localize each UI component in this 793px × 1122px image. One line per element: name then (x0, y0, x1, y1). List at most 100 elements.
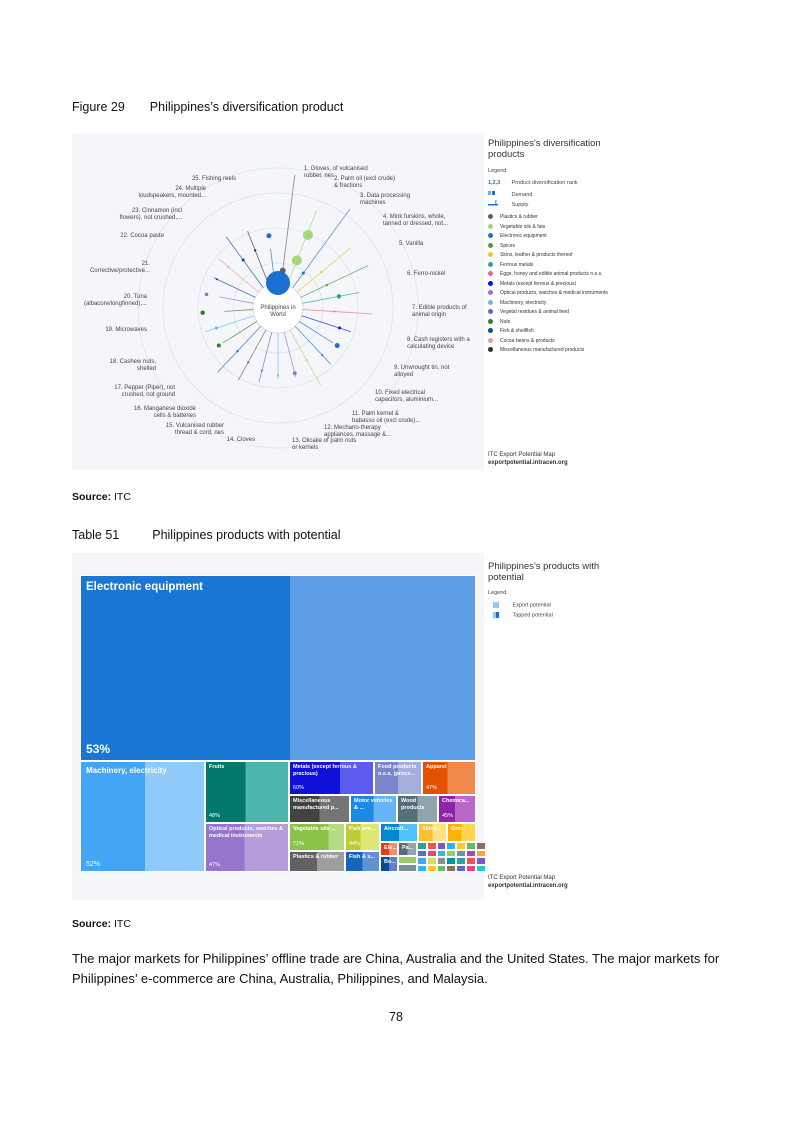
export-potential-swatch (493, 602, 499, 608)
product-label: 15. Vulcanised rubber thread & cord, nes (166, 423, 224, 436)
product-dot (247, 361, 250, 364)
treemap-tile-label: Skins... (422, 826, 442, 832)
product-label-line2: capacitors, aluminium... (375, 397, 438, 403)
product-label: 3. Data processing machines (360, 193, 410, 206)
treemap-tile[interactable]: Ele... (380, 842, 398, 856)
product-label: 25. Fishing reels (192, 176, 236, 182)
rank-label: Product diversification rank (511, 180, 578, 186)
category-dot-icon (488, 242, 493, 248)
product-label-line1: 22. Cocoa paste (120, 233, 164, 239)
treemap-tile[interactable]: Fruits 48% (205, 761, 289, 823)
treemap-tile[interactable]: Miscellaneous manufactured p... (289, 795, 350, 823)
treemap-small-tile[interactable] (426, 849, 437, 857)
treemap-small-tile[interactable] (456, 842, 466, 850)
treemap-small-tile[interactable] (417, 857, 427, 865)
treemap-small-tile[interactable] (466, 864, 476, 872)
treemap-small-tile[interactable] (456, 849, 466, 857)
product-dot (336, 294, 342, 299)
rank-legend-row: 1,2,3 Product diversification rank (488, 180, 578, 186)
treemap-tile[interactable]: Chemica... 45% (438, 795, 476, 823)
figure-credit: ITC Export Potential Map exportpotential… (488, 452, 568, 467)
treemap-small-tile[interactable] (426, 857, 437, 865)
product-label-line2: babassu oil (excl crude)... (352, 418, 421, 424)
category-legend-label: Vegetal residues & animal feed (500, 309, 569, 315)
product-label-line1: 13. Oilcake of palm nuts (292, 438, 356, 444)
product-label-line1: 20. Tuna (124, 294, 148, 300)
treemap-tile[interactable]: Gro... (447, 823, 476, 842)
product-spoke (204, 315, 255, 333)
treemap-tile[interactable]: Fish pro... 44% (345, 823, 380, 851)
product-dot (338, 326, 342, 330)
product-spoke (218, 258, 259, 293)
treemap-tile-percent: 60% (293, 785, 305, 791)
treemap-small-tile[interactable] (436, 842, 447, 850)
treemap-tile-label: Plastics & rubber (293, 854, 339, 860)
treemap-tile[interactable]: Bo... (380, 856, 398, 872)
treemap-small-tile[interactable] (436, 864, 447, 872)
product-spoke (217, 325, 262, 373)
treemap-small-tile[interactable] (475, 849, 486, 857)
treemap-tile-label: Motor vehicles & ... (354, 798, 393, 811)
treemap-tile[interactable]: Food products n.e.s. (proce... (374, 761, 422, 795)
category-dot-icon (488, 214, 493, 220)
treemap-tile[interactable]: Machinery, electricity 52% (80, 761, 205, 872)
treemap-small-tile[interactable] (466, 849, 476, 857)
category-legend-label: Spices (500, 242, 516, 249)
product-label-line1: 15. Vulcanised rubber (166, 423, 224, 429)
category-legend-label: Skins, leather & products thereof (500, 252, 573, 258)
treemap-tile[interactable]: Optical products, watches & medical inst… (205, 823, 289, 872)
treemap-small-tile[interactable] (417, 842, 427, 850)
product-spoke (237, 329, 267, 381)
treemap-small-tile[interactable] (475, 842, 486, 850)
product-label: 2. Palm oil (excl crude) & fractions (334, 176, 395, 189)
treemap-small-tile[interactable] (446, 857, 457, 865)
treemap-tile[interactable]: Aircraft... (380, 823, 418, 842)
treemap-tile-percent: 47% (209, 862, 221, 868)
treemap-small-tile[interactable] (446, 849, 457, 857)
treemap-tile[interactable]: Electronic equipment 53% (80, 575, 476, 761)
product-dot (321, 354, 324, 357)
treemap-small-tile[interactable] (436, 849, 447, 857)
treemap-small-tile[interactable] (426, 864, 437, 872)
treemap-small-tile[interactable] (398, 864, 417, 872)
category-dot-icon (488, 280, 493, 286)
treemap-small-tile[interactable] (466, 842, 476, 850)
product-label-line2: calculating device (407, 344, 455, 350)
treemap-small-tile[interactable] (417, 849, 427, 857)
figure-caption: Figure 29 Philippines’s diversification … (72, 100, 343, 114)
treemap-small-tile[interactable] (456, 857, 466, 865)
figure-credit-line2: exportpotential.intracen.org (488, 459, 568, 466)
treemap-tile-percent: 47% (426, 785, 438, 791)
treemap-tile[interactable]: Metals (except ferrous & precious) 60% (289, 761, 374, 795)
treemap-small-tile[interactable] (446, 864, 457, 872)
treemap-tile-label: Gro... (451, 826, 466, 832)
category-legend-item: Fish & shellfish (488, 328, 534, 334)
treemap-tile[interactable]: Vegetable oils ... 71% (289, 823, 345, 851)
treemap-small-tile[interactable] (398, 856, 417, 864)
product-label: 8. Cash registers with a calculating devi… (407, 337, 470, 350)
demand-icon (488, 190, 510, 198)
product-label-line1: 6. Ferro-nickel (407, 271, 445, 277)
treemap-small-tile[interactable] (417, 864, 427, 872)
treemap-tile[interactable]: Wood products (397, 795, 438, 823)
product-spoke (302, 309, 372, 315)
product-label: 11. Palm kernel & babassu oil (excl crude… (352, 411, 421, 424)
treemap-small-tile[interactable] (475, 864, 486, 872)
treemap-small-tile[interactable] (446, 842, 457, 850)
product-dot (241, 258, 245, 262)
treemap-tile[interactable]: Pa... (398, 842, 417, 856)
product-label-line1: 24. Multiple (175, 186, 206, 192)
treemap-small-tile[interactable] (436, 857, 447, 865)
treemap-tile[interactable]: Skins... (418, 823, 447, 842)
product-label: 7. Edible products of animal origin (412, 305, 467, 318)
treemap-tile[interactable]: Fish & s... (345, 851, 380, 872)
treemap-small-tile[interactable] (426, 842, 437, 850)
treemap-tile[interactable]: Motor vehicles & ... (350, 795, 397, 823)
treemap-small-tile[interactable] (456, 864, 466, 872)
figure-legend-title: Philippines's diversification products (488, 138, 601, 160)
treemap-small-tile[interactable] (475, 857, 486, 865)
treemap-small-tile[interactable] (466, 857, 476, 865)
treemap-tile[interactable]: Apparel 47% (422, 761, 476, 795)
product-dot (227, 265, 230, 268)
treemap-tile[interactable]: Plastics & rubber (289, 851, 345, 872)
